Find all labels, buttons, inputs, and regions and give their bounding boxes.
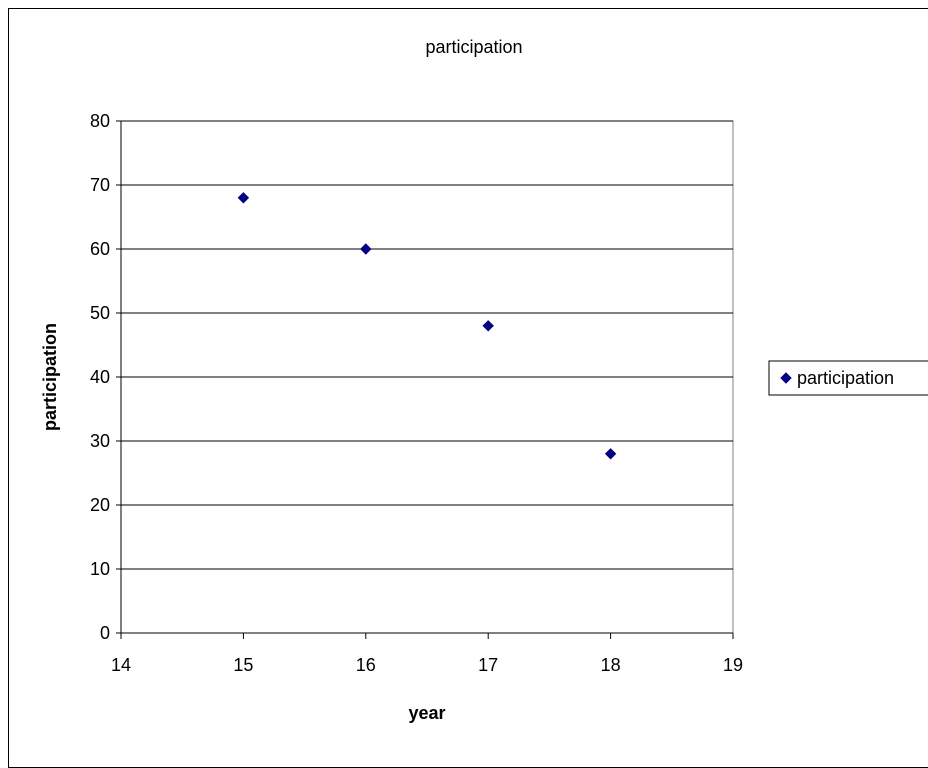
y-tick-label-70: 70 — [90, 175, 110, 195]
x-tick-label-16: 16 — [356, 655, 376, 675]
x-tick-label-14: 14 — [111, 655, 131, 675]
y-tick-label-40: 40 — [90, 367, 110, 387]
legend: participation — [768, 360, 928, 396]
legend-box — [768, 360, 928, 396]
data-point-0-3 — [604, 448, 617, 460]
y-axis-title: participation — [40, 323, 60, 431]
y-tick-label-10: 10 — [90, 559, 110, 579]
legend-label: participation — [797, 368, 894, 388]
y-tick-label-80: 80 — [90, 111, 110, 131]
x-tick-label-18: 18 — [601, 655, 621, 675]
chart-title: participation — [425, 37, 522, 57]
y-tick-label-60: 60 — [90, 239, 110, 259]
legend-marker-diamond-icon — [780, 372, 792, 384]
y-tick-label-30: 30 — [90, 431, 110, 451]
x-tick-label-15: 15 — [233, 655, 253, 675]
scatter-chart: participation 0 10 20 30 40 50 60 70 80 14 15 16 17 1… — [40, 37, 928, 723]
data-point-0-2 — [482, 320, 494, 332]
x-axis-title: year — [408, 703, 445, 723]
y-tick-label-0: 0 — [100, 623, 110, 643]
data-point-0-1 — [360, 243, 372, 255]
data-point-0-0 — [237, 192, 250, 204]
plot-area: 0 10 20 30 40 50 60 70 80 14 15 16 17 18 19 — [90, 111, 743, 675]
x-tick-label-17: 17 — [478, 655, 498, 675]
y-tick-label-50: 50 — [90, 303, 110, 323]
x-tick-label-19: 19 — [723, 655, 743, 675]
y-tick-label-20: 20 — [90, 495, 110, 515]
